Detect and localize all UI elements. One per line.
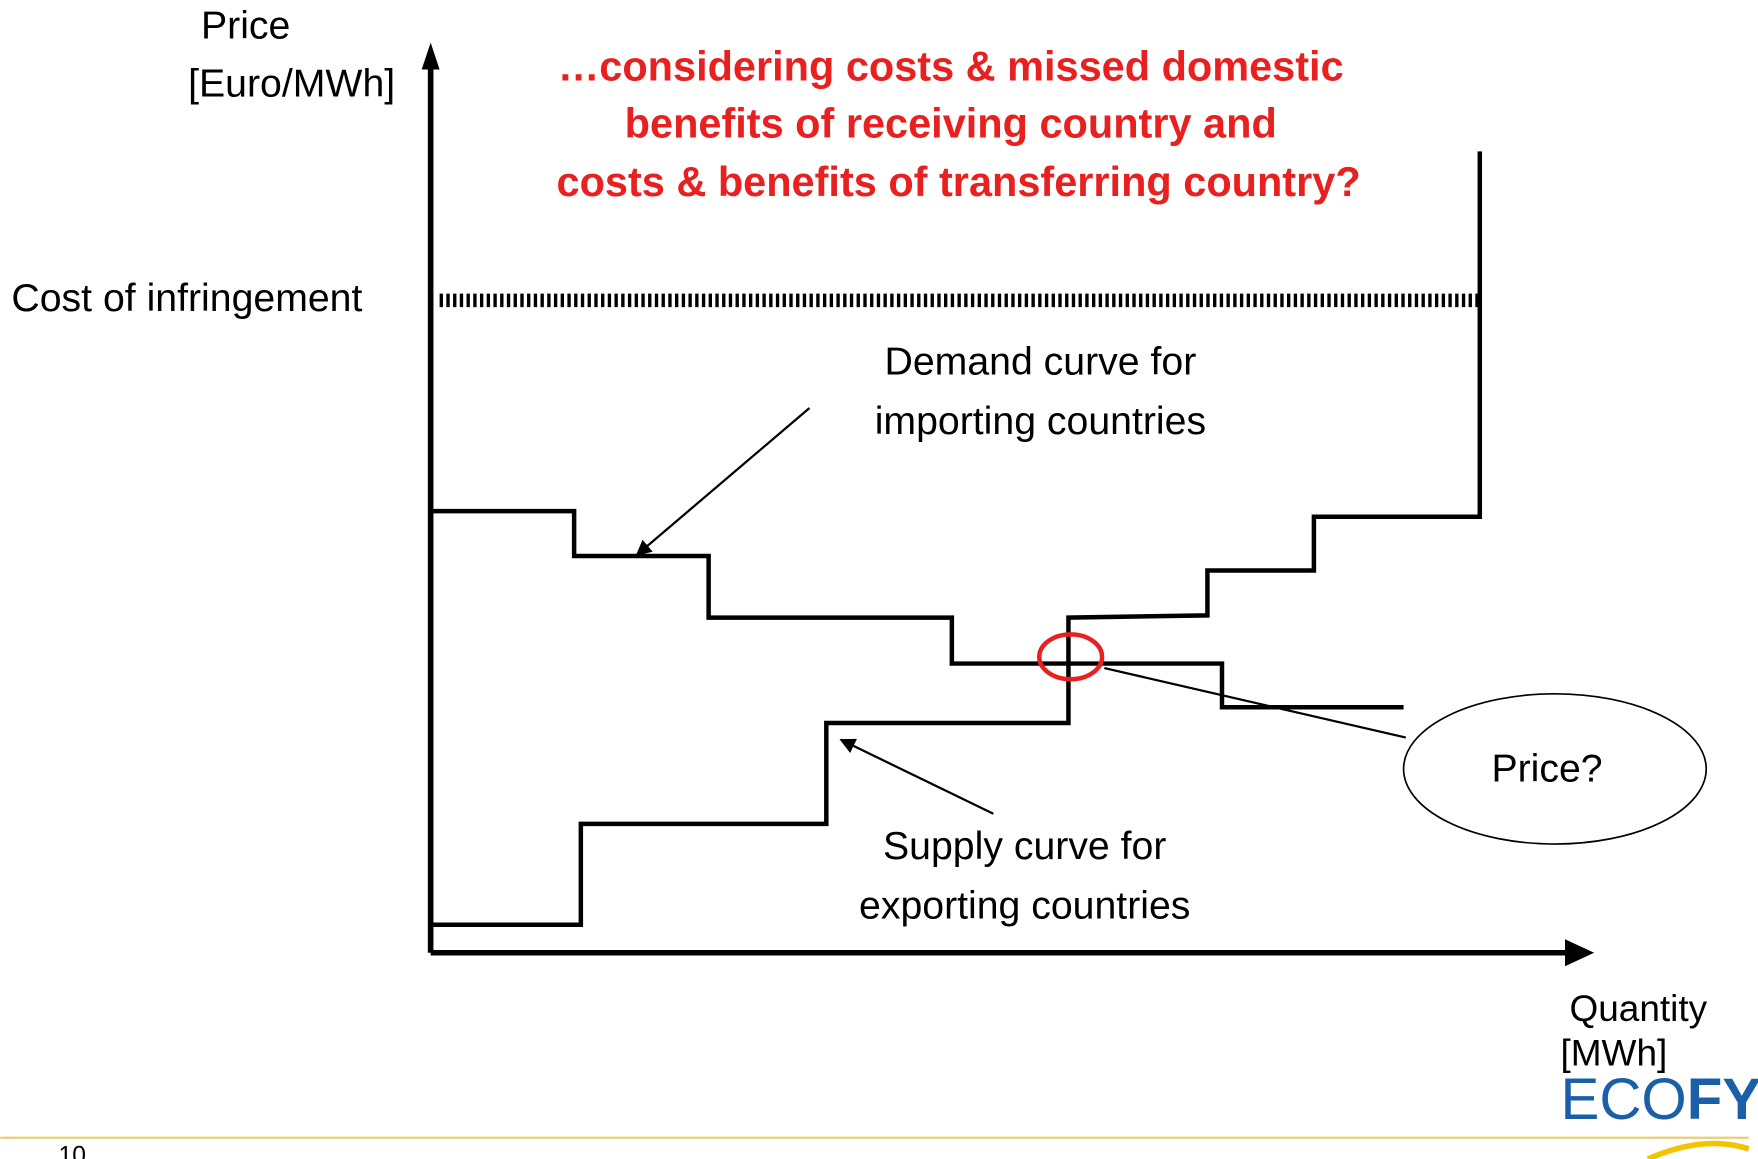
- demand-label: Demand curve for: [885, 340, 1197, 384]
- y-axis-arrow: [421, 42, 440, 70]
- cost-label: Cost of infringement: [11, 276, 362, 320]
- title-line: benefits of receiving country and: [625, 100, 1277, 147]
- logo-part: ECO: [1561, 1067, 1687, 1132]
- supply-arrow: [839, 738, 994, 815]
- intersection-marker: [1037, 632, 1105, 682]
- x-axis-label: Quantity: [1569, 988, 1707, 1029]
- demand-arrow: [635, 407, 811, 556]
- demand-label: importing countries: [875, 399, 1206, 443]
- logo-swoosh: [1646, 1140, 1750, 1159]
- price-pointer: [1104, 666, 1407, 739]
- logo: ECOFYS: [1561, 1067, 1758, 1132]
- x-axis-unit: [MWh]: [1561, 1033, 1668, 1074]
- y-axis-label: Price: [201, 3, 290, 47]
- supply-curve: [432, 151, 1483, 927]
- logo-part: FYS: [1687, 1067, 1758, 1132]
- price-bubble: [1402, 692, 1708, 845]
- page-number: 10: [59, 1142, 86, 1159]
- demand-curve: [432, 508, 1404, 710]
- title-line: costs & benefits of transferring country…: [557, 158, 1361, 205]
- title-line: …considering costs & missed domestic: [558, 42, 1344, 89]
- x-axis-arrow: [1564, 939, 1595, 967]
- price-label: Price?: [1491, 747, 1602, 791]
- supply-label: exporting countries: [859, 883, 1190, 927]
- supply-label: Supply curve for: [883, 824, 1166, 868]
- y-axis-unit: [Euro/MWh]: [188, 62, 395, 106]
